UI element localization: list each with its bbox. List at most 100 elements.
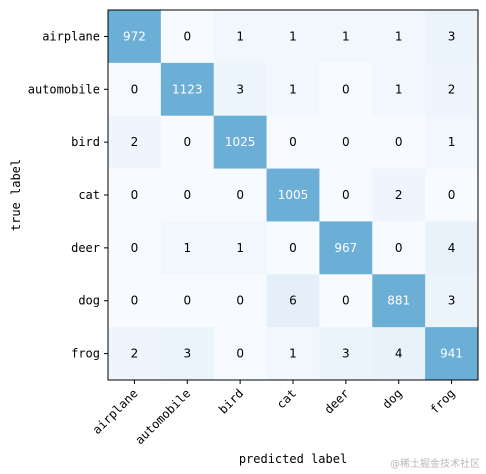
heatmap-cell: [425, 10, 479, 64]
cell-value-label: 1025: [225, 135, 256, 149]
heatmap-cell: [266, 168, 320, 222]
heatmap-cell: [425, 327, 479, 381]
heatmap-cell: [319, 115, 373, 170]
cell-value-label: 1: [236, 241, 244, 255]
cell-value-label: 3: [183, 347, 191, 361]
cell-value-label: 0: [183, 29, 191, 43]
cell-value-label: 6: [289, 294, 297, 308]
heatmap-cell: [108, 221, 162, 275]
heatmap-cell: [213, 62, 268, 117]
cell-value-label: 0: [236, 188, 244, 202]
heatmap-cell: [319, 327, 373, 381]
cell-value-label: 1: [289, 82, 297, 96]
watermark-text: @稀土掘金技术社区: [390, 459, 480, 470]
heatmap-cell: [372, 221, 426, 275]
cell-value-label: 1005: [278, 188, 309, 202]
cell-value-label: 1: [183, 241, 191, 255]
cell-value-label: 2: [131, 347, 139, 361]
heatmap-cell: [425, 62, 479, 117]
heatmap-cell: [319, 10, 373, 64]
x-tick-label: cat: [274, 386, 299, 411]
cell-value-label: 0: [236, 347, 244, 361]
cell-value-label: 0: [289, 135, 297, 149]
cell-value-label: 0: [342, 188, 350, 202]
cell-value-label: 3: [236, 82, 244, 96]
heatmap-cell: [160, 221, 215, 275]
cell-value-label: 0: [183, 294, 191, 308]
cell-value-label: 0: [236, 294, 244, 308]
cell-value-label: 2: [131, 135, 139, 149]
cell-value-label: 1: [342, 29, 350, 43]
heatmap-cell: [160, 115, 215, 170]
heatmap-cell: [160, 274, 215, 328]
x-tick-label: dog: [380, 386, 405, 411]
heatmap-cell: [319, 221, 373, 275]
cell-value-label: 2: [395, 188, 403, 202]
heatmap-cell: [108, 62, 162, 117]
y-tick-label: airplane: [42, 29, 100, 43]
heatmap-cell: [108, 168, 162, 222]
cell-value-label: 2: [448, 82, 456, 96]
cell-value-label: 1: [236, 29, 244, 43]
y-tick-label: deer: [71, 241, 100, 255]
x-tick-label: bird: [216, 386, 246, 416]
heatmap-cell: [425, 115, 479, 170]
heatmap-cell: [425, 274, 479, 328]
cell-value-label: 1123: [172, 82, 203, 96]
cell-value-label: 3: [448, 29, 456, 43]
heatmap-cell: [213, 168, 268, 222]
heatmap-cell: [319, 274, 373, 328]
heatmap-cell: [425, 168, 479, 222]
x-tick-label: deer: [322, 386, 352, 416]
heatmap-cell: [213, 327, 268, 381]
cell-value-label: 1: [448, 135, 456, 149]
cell-value-label: 972: [123, 29, 146, 43]
cell-value-label: 1: [289, 29, 297, 43]
heatmap-cells: 972 0 1 1 1 1 30 1123 3 1 0 1 22 0 1025 0 0 0 10 0 0 1005 0 2 00…: [108, 10, 479, 381]
cell-value-label: 0: [183, 188, 191, 202]
cell-value-label: 0: [131, 241, 139, 255]
y-tick-label: frog: [71, 347, 100, 361]
heatmap-cell: [372, 10, 426, 64]
cell-value-label: 0: [131, 82, 139, 96]
heatmap-cell: [160, 168, 215, 222]
cell-value-label: 3: [448, 294, 456, 308]
heatmap-cell: [213, 115, 268, 170]
y-tick-label: dog: [78, 294, 100, 308]
heatmap-cell: [213, 274, 268, 328]
heatmap-cell: [372, 327, 426, 381]
heatmap-cell: [372, 274, 426, 328]
heatmap-cell: [108, 327, 162, 381]
cell-value-label: 3: [342, 347, 350, 361]
cell-value-label: 0: [448, 188, 456, 202]
x-tick-label: frog: [427, 386, 457, 416]
cell-value-label: 967: [334, 241, 357, 255]
heatmap-cell: [108, 115, 162, 170]
heatmap-cell: [160, 10, 215, 64]
y-axis-label: true label: [9, 159, 23, 231]
x-tick-label: automobile: [132, 386, 193, 447]
cell-value-label: 0: [342, 294, 350, 308]
heatmap-cell: [372, 115, 426, 170]
heatmap-cell: [319, 168, 373, 222]
cell-value-label: 0: [395, 135, 403, 149]
cell-value-label: 4: [395, 347, 403, 361]
heatmap-cell: [266, 221, 320, 275]
cell-value-label: 0: [183, 135, 191, 149]
x-tick-label: airplane: [90, 386, 141, 437]
cell-value-label: 0: [131, 188, 139, 202]
heatmap-cell: [425, 221, 479, 275]
heatmap-cell: [319, 62, 373, 117]
heatmap-cell: [160, 327, 215, 381]
y-tick-label: cat: [78, 188, 100, 202]
cell-value-label: 1: [395, 82, 403, 96]
heatmap-cell: [372, 62, 426, 117]
heatmap-cell: [108, 10, 162, 64]
heatmap-cell: [160, 62, 215, 117]
cell-value-label: 881: [387, 294, 410, 308]
y-tick-label: bird: [71, 135, 100, 149]
cell-value-label: 1: [395, 29, 403, 43]
heatmap-cell: [266, 274, 320, 328]
heatmap-cell: [266, 115, 320, 170]
